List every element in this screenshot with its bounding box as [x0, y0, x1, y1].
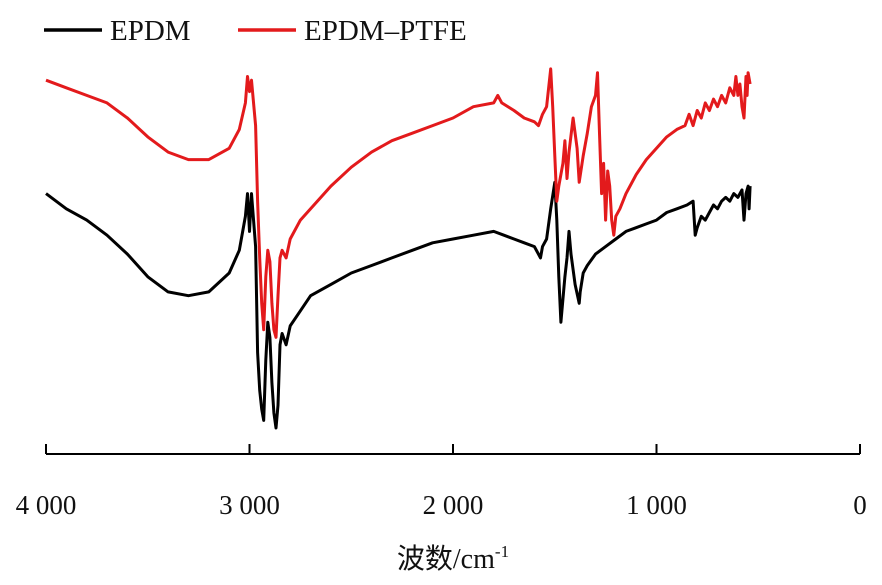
- plot-area: [45, 67, 752, 430]
- x-tick-label: 0: [853, 490, 867, 520]
- series-line-epdm: [45, 180, 752, 430]
- x-axis-title-superscript: -1: [495, 542, 509, 561]
- legend-label-epdm: EPDM: [110, 15, 191, 47]
- series-line-epdm-ptfe: [45, 67, 752, 339]
- x-tick-label: 3 000: [219, 490, 280, 520]
- x-axis: 4 000 3 000 2 000 1 000 0: [16, 444, 867, 520]
- chart-legend: EPDM EPDM–PTFE: [44, 15, 467, 47]
- x-axis-title: 波数/cm-1: [397, 542, 509, 575]
- x-tick-label: 2 000: [423, 490, 484, 520]
- x-axis-title-text: 波数/cm: [397, 543, 495, 575]
- x-tick-label: 4 000: [16, 490, 77, 520]
- x-axis-ticks: 4 000 3 000 2 000 1 000 0: [16, 444, 867, 520]
- legend-label-epdm-ptfe: EPDM–PTFE: [304, 15, 467, 47]
- x-tick-label: 1 000: [626, 490, 687, 520]
